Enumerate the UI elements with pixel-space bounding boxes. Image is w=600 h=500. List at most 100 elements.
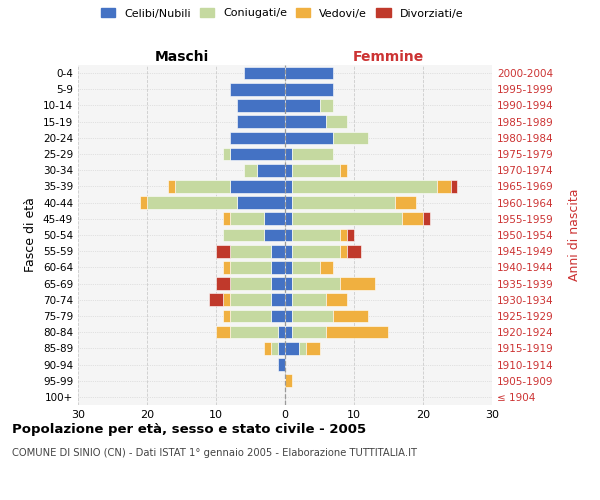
Bar xyxy=(265,228,285,241)
Bar xyxy=(230,132,285,144)
Bar xyxy=(216,278,230,290)
Bar xyxy=(237,99,285,112)
Bar xyxy=(340,164,347,176)
Bar xyxy=(340,245,347,258)
Bar xyxy=(285,212,292,225)
Bar xyxy=(285,374,292,387)
Bar xyxy=(347,245,361,258)
Text: Femmine: Femmine xyxy=(353,50,424,64)
Bar xyxy=(285,180,292,192)
Bar xyxy=(216,245,230,258)
Bar xyxy=(230,261,271,274)
Bar xyxy=(278,342,285,354)
Bar xyxy=(292,212,402,225)
Bar xyxy=(340,228,347,241)
Bar xyxy=(402,212,423,225)
Bar xyxy=(223,228,265,241)
Bar xyxy=(292,164,340,176)
Bar xyxy=(257,164,285,176)
Bar xyxy=(292,261,320,274)
Bar xyxy=(230,294,271,306)
Bar xyxy=(209,294,223,306)
Text: Popolazione per età, sesso e stato civile - 2005: Popolazione per età, sesso e stato civil… xyxy=(12,422,366,436)
Text: COMUNE DI SINIO (CN) - Dati ISTAT 1° gennaio 2005 - Elaborazione TUTTITALIA.IT: COMUNE DI SINIO (CN) - Dati ISTAT 1° gen… xyxy=(12,448,417,458)
Bar xyxy=(168,180,175,192)
Bar xyxy=(285,228,292,241)
Bar xyxy=(230,310,271,322)
Bar xyxy=(285,116,326,128)
Bar xyxy=(285,164,292,176)
Bar xyxy=(244,67,285,80)
Bar xyxy=(271,294,285,306)
Legend: Celibi/Nubili, Coniugati/e, Vedovi/e, Divorziati/e: Celibi/Nubili, Coniugati/e, Vedovi/e, Di… xyxy=(101,8,463,18)
Bar xyxy=(271,310,285,322)
Bar xyxy=(237,116,285,128)
Y-axis label: Fasce di età: Fasce di età xyxy=(25,198,37,272)
Bar xyxy=(285,67,334,80)
Bar xyxy=(285,196,292,209)
Bar xyxy=(320,99,334,112)
Bar xyxy=(223,261,230,274)
Bar xyxy=(278,358,285,371)
Bar xyxy=(230,245,271,258)
Bar xyxy=(292,245,340,258)
Bar xyxy=(326,116,347,128)
Text: Maschi: Maschi xyxy=(154,50,209,64)
Bar xyxy=(175,180,230,192)
Bar xyxy=(230,83,285,96)
Bar xyxy=(395,196,416,209)
Bar xyxy=(285,132,334,144)
Bar xyxy=(299,342,306,354)
Bar xyxy=(347,228,354,241)
Bar xyxy=(326,294,347,306)
Bar xyxy=(244,164,257,176)
Bar xyxy=(292,310,334,322)
Bar xyxy=(230,326,278,338)
Bar xyxy=(306,342,320,354)
Bar xyxy=(147,196,237,209)
Bar xyxy=(230,212,265,225)
Bar xyxy=(292,278,340,290)
Bar xyxy=(320,261,334,274)
Bar xyxy=(285,261,292,274)
Bar xyxy=(292,180,437,192)
Bar xyxy=(265,212,285,225)
Bar xyxy=(285,342,299,354)
Bar xyxy=(292,196,395,209)
Bar xyxy=(423,212,430,225)
Bar xyxy=(285,294,292,306)
Bar xyxy=(223,212,230,225)
Bar xyxy=(340,278,374,290)
Bar xyxy=(230,278,271,290)
Bar xyxy=(271,278,285,290)
Bar xyxy=(285,245,292,258)
Bar xyxy=(223,294,230,306)
Bar xyxy=(265,342,271,354)
Bar xyxy=(334,132,368,144)
Bar xyxy=(230,148,285,160)
Bar xyxy=(451,180,457,192)
Bar xyxy=(292,326,326,338)
Bar xyxy=(285,278,292,290)
Bar xyxy=(271,245,285,258)
Bar xyxy=(223,148,230,160)
Bar xyxy=(437,180,451,192)
Bar xyxy=(271,261,285,274)
Bar xyxy=(285,310,292,322)
Bar xyxy=(292,148,334,160)
Y-axis label: Anni di nascita: Anni di nascita xyxy=(568,188,581,281)
Bar xyxy=(223,310,230,322)
Bar xyxy=(334,310,368,322)
Bar xyxy=(285,99,320,112)
Bar xyxy=(285,148,292,160)
Bar xyxy=(230,180,285,192)
Bar xyxy=(278,326,285,338)
Bar xyxy=(237,196,285,209)
Bar xyxy=(216,326,230,338)
Bar xyxy=(292,228,340,241)
Bar xyxy=(326,326,389,338)
Bar xyxy=(292,294,326,306)
Bar xyxy=(140,196,147,209)
Bar xyxy=(285,326,292,338)
Bar xyxy=(285,83,334,96)
